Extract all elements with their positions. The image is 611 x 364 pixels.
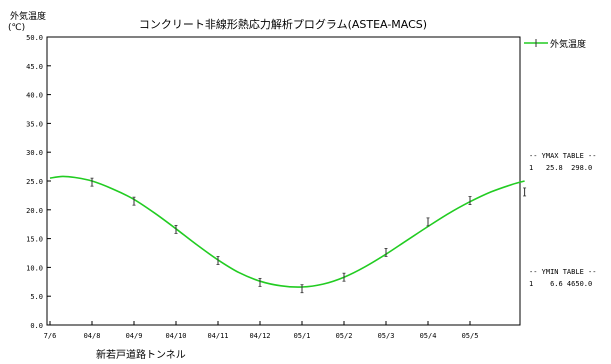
x-tick-label: 7/6 [44,332,57,340]
marker-layer [90,177,527,294]
x-tick-label: 04/11 [207,332,228,340]
x-tick-label: 04/12 [249,332,270,340]
series-line [49,175,525,288]
legend-label: 外気温度 [550,38,586,50]
ymin-table-header: -- YMIN TABLE -- [529,268,596,276]
y-tick-label: 30.0 [26,149,43,157]
plot-frame [46,36,521,326]
x-tick-label: 05/1 [294,332,311,340]
x-tick-label: 05/5 [462,332,479,340]
ymin-table-row: 1 6.6 4650.0 [529,280,592,288]
y-axis-label-line2: (℃) [8,23,25,33]
y-tick-label: 50.0 [26,34,43,42]
chart-title: コンクリート非線形熱応力解析プログラム(ASTEA-MACS) [139,17,427,31]
y-tick-label: 10.0 [26,264,43,272]
y-tick-label: 40.0 [26,92,43,100]
y-axis-ticks: 0.0 5.0 10.0 15.0 20.0 25.0 30.0 35.0 40.0 45.0 50… [26,34,51,330]
y-tick-label: 45.0 [26,63,43,71]
legend: 外気温度 [524,38,586,50]
y-tick-label: 5.0 [30,293,43,301]
x-tick-label: 05/2 [336,332,353,340]
y-tick-label: 35.0 [26,120,43,128]
y-tick-label: 0.0 [30,322,43,330]
y-tick-label: 20.0 [26,207,43,215]
y-axis-label-line1: 外気温度 [10,10,46,22]
x-tick-label: 05/3 [378,332,395,340]
footer-caption: 新若戸道路トンネル [96,348,186,361]
y-tick-label: 15.0 [26,236,43,244]
x-tick-label: 04/8 [84,332,101,340]
x-tick-label: 04/9 [126,332,143,340]
x-tick-label: 04/10 [165,332,186,340]
x-axis-ticks: 7/6 04/8 04/9 04/10 04/11 04/12 05/1 05/2 05/3 05… [44,321,479,340]
ymax-table-row: 1 25.8 298.0 [529,164,592,172]
series-layer [49,175,525,288]
x-tick-label: 05/4 [420,332,437,340]
ymax-table-header: -- YMAX TABLE -- [529,152,596,160]
y-tick-label: 25.0 [26,178,43,186]
